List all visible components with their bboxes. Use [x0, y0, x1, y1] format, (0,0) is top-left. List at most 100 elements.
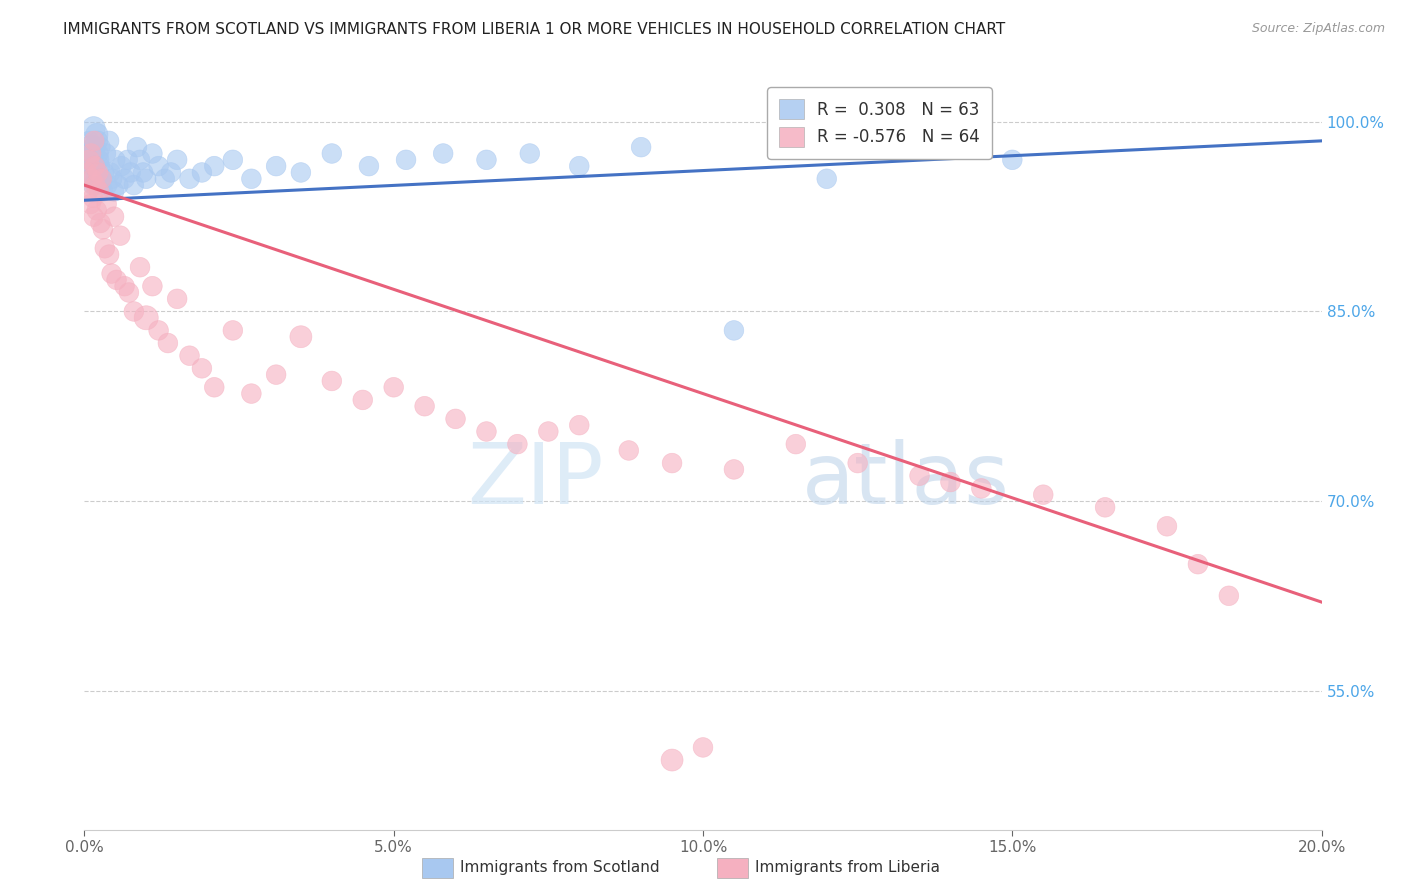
Point — [77, 185, 100, 199]
Point — [290, 165, 312, 179]
Point — [141, 279, 163, 293]
Point — [83, 146, 105, 161]
Point — [661, 753, 683, 767]
Point — [475, 153, 498, 167]
Point — [1094, 500, 1116, 515]
Point — [1187, 557, 1209, 572]
Point — [1156, 519, 1178, 533]
Point — [240, 386, 263, 401]
Point — [89, 140, 111, 154]
Text: atlas: atlas — [801, 439, 1010, 523]
Point — [357, 159, 380, 173]
Point — [90, 171, 112, 186]
Point — [89, 185, 111, 199]
Point — [100, 267, 122, 281]
Point — [129, 153, 152, 167]
Point — [156, 336, 179, 351]
Point — [91, 222, 114, 236]
Point — [1032, 488, 1054, 502]
Point — [79, 153, 101, 167]
Point — [82, 191, 104, 205]
Point — [89, 159, 111, 173]
Point — [118, 285, 141, 300]
Point — [98, 247, 121, 261]
Point — [79, 171, 101, 186]
Point — [240, 171, 263, 186]
Text: Immigrants from Liberia: Immigrants from Liberia — [755, 860, 941, 874]
Point — [148, 159, 170, 173]
Point — [723, 462, 745, 476]
Text: ZIP: ZIP — [468, 439, 605, 523]
Point — [94, 146, 117, 161]
Point — [110, 228, 132, 243]
Point — [191, 165, 214, 179]
Point — [125, 140, 148, 154]
Point — [83, 159, 105, 173]
Point — [537, 425, 560, 439]
Point — [103, 185, 125, 199]
Point — [77, 165, 100, 179]
Point — [83, 121, 105, 136]
Point — [135, 310, 157, 325]
Point — [630, 140, 652, 154]
Point — [166, 153, 188, 167]
Point — [129, 260, 152, 275]
Point — [82, 159, 104, 173]
Point — [222, 153, 245, 167]
Point — [84, 171, 107, 186]
Point — [148, 323, 170, 337]
Point — [101, 171, 124, 186]
Point — [395, 153, 418, 167]
Point — [87, 134, 110, 148]
Point — [83, 134, 105, 148]
Point — [432, 146, 454, 161]
Point — [122, 304, 145, 318]
Point — [84, 159, 107, 173]
Point — [352, 392, 374, 407]
Point — [1218, 589, 1240, 603]
Point — [444, 412, 467, 426]
Point — [120, 165, 142, 179]
Point — [83, 140, 105, 154]
Legend: R =  0.308   N = 63, R = -0.576   N = 64: R = 0.308 N = 63, R = -0.576 N = 64 — [768, 87, 991, 159]
Point — [179, 171, 201, 186]
Point — [568, 418, 591, 433]
Point — [96, 197, 118, 211]
Point — [785, 437, 807, 451]
Point — [321, 146, 343, 161]
Point — [80, 140, 103, 154]
Point — [104, 153, 127, 167]
Point — [382, 380, 405, 394]
Point — [939, 475, 962, 489]
Point — [264, 368, 287, 382]
Point — [290, 330, 312, 344]
Point — [79, 153, 101, 167]
Point — [908, 468, 931, 483]
Point — [160, 165, 183, 179]
Point — [568, 159, 591, 173]
Point — [723, 323, 745, 337]
Point — [96, 178, 118, 193]
Point — [76, 165, 98, 179]
Point — [117, 153, 139, 167]
Point — [222, 323, 245, 337]
Point — [87, 165, 110, 179]
Point — [84, 178, 107, 193]
Point — [114, 171, 136, 186]
Point — [179, 349, 201, 363]
Point — [86, 203, 108, 218]
Point — [98, 134, 121, 148]
Point — [91, 185, 114, 199]
Point — [202, 159, 225, 173]
Point — [79, 134, 101, 148]
Point — [617, 443, 640, 458]
Point — [506, 437, 529, 451]
Text: Source: ZipAtlas.com: Source: ZipAtlas.com — [1251, 22, 1385, 36]
Point — [76, 146, 98, 161]
Point — [114, 279, 136, 293]
Point — [80, 146, 103, 161]
Point — [202, 380, 225, 394]
Point — [846, 456, 869, 470]
Point — [166, 292, 188, 306]
Point — [94, 241, 117, 255]
